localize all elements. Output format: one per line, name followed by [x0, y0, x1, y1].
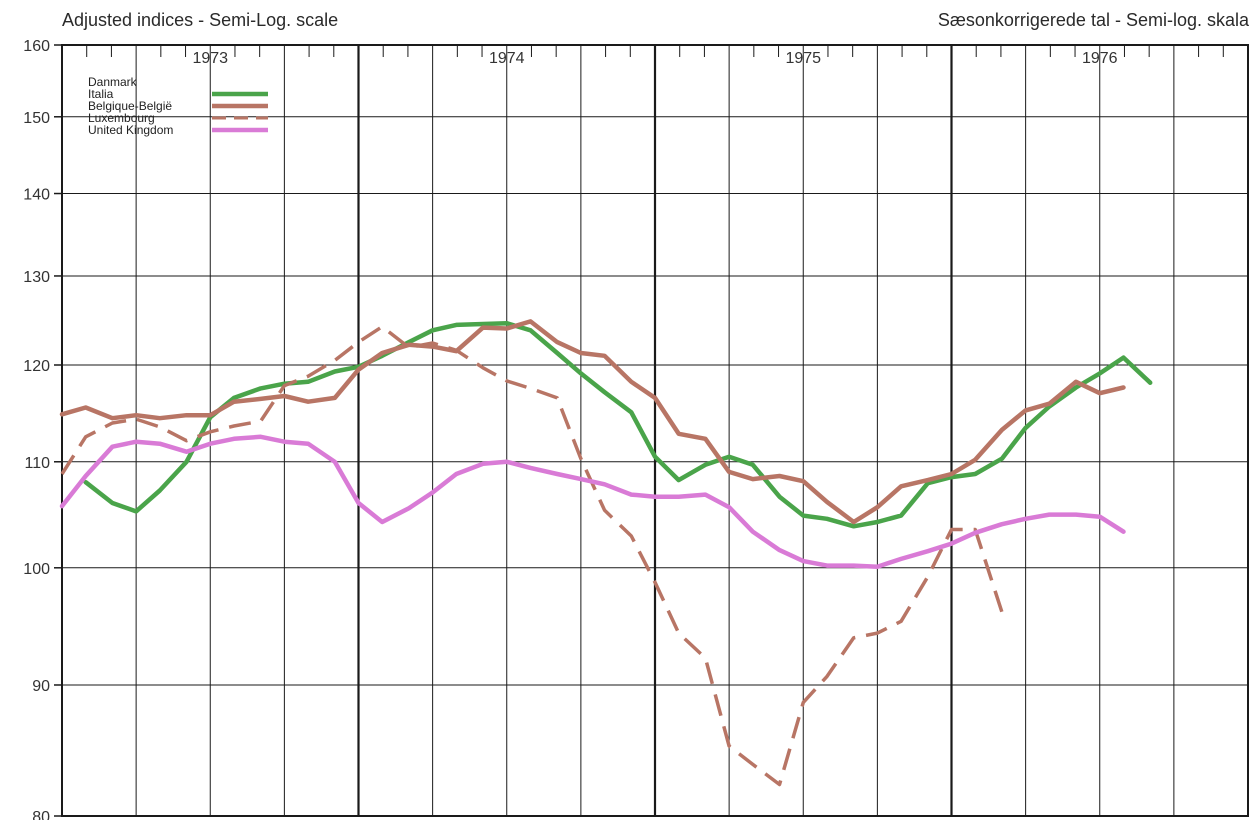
series-layer [59, 319, 1153, 787]
chart-title-right: Sæsonkorrigerede tal - Semi-log. skala [937, 10, 1249, 30]
y-tick-label: 140 [23, 187, 50, 204]
y-tick-label: 80 [32, 809, 50, 820]
legend: DanmarkItaliaBelgique-BelgiëLuxembourgUn… [88, 75, 268, 137]
y-tick-label: 120 [23, 358, 50, 375]
y-tick-label: 100 [23, 561, 50, 578]
chart-title-left: Adjusted indices - Semi-Log. scale [62, 10, 339, 30]
year-label: 1973 [192, 50, 228, 67]
year-label: 1975 [785, 50, 821, 67]
legend-label: Italia [88, 87, 114, 101]
legend-label: United Kingdom [88, 123, 173, 137]
grid-layer: 80 90 100 110 120 130 140 150 160 1973 1974 1975 197… [23, 38, 1249, 820]
series-line-luxembourg [60, 324, 1004, 787]
y-tick-label: 90 [32, 678, 50, 695]
y-tick-label: 130 [23, 269, 50, 286]
series-line-italia [83, 320, 1153, 529]
y-tick-label: 110 [24, 455, 50, 472]
year-label: 1976 [1082, 50, 1118, 67]
legend-label: Danmark [88, 75, 138, 89]
y-tick-label: 150 [23, 110, 50, 127]
y-tick-label: 160 [23, 38, 50, 55]
series-line-belgique-belgi- [59, 319, 1126, 525]
legend-label: Belgique-België [88, 99, 172, 113]
year-label: 1974 [489, 50, 525, 67]
legend-label: Luxembourg [88, 111, 155, 125]
series-line-united-kingdom [59, 434, 1126, 569]
